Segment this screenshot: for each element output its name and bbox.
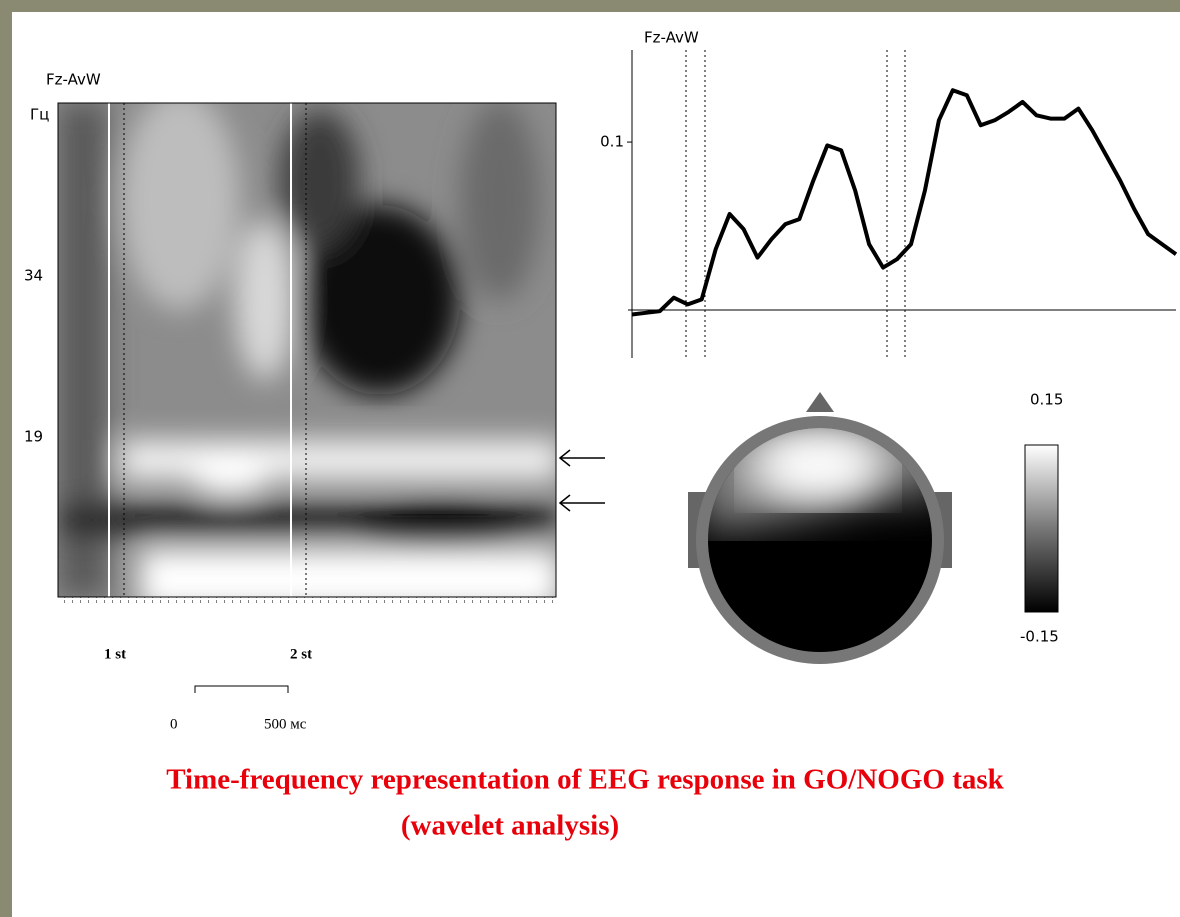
scale-label: 500 мс (264, 716, 307, 732)
event-markers (686, 50, 905, 358)
stimulus-label: 1 st (104, 646, 126, 662)
colorbar-min: -0.15 (1020, 628, 1059, 646)
topomap (688, 392, 952, 664)
page: Fz-AvW Гц 34 19 1 st 2 st 0 500 мс Fz (0, 0, 1180, 917)
scale-label: 0 (170, 716, 178, 732)
colorbar-max: 0.15 (1030, 391, 1063, 409)
colorbar (1025, 445, 1058, 612)
y-tick-label: 0.1 (600, 133, 624, 151)
time-ticks (58, 597, 556, 603)
stimulus-label: 2 st (290, 646, 312, 662)
figure: Fz-AvW Гц 34 19 1 st 2 st 0 500 мс Fz (0, 0, 1180, 917)
line-chart: 0.1 (600, 90, 1176, 314)
freq-label: 34 (24, 267, 43, 285)
freq-label: 19 (24, 428, 43, 446)
freq-label: Гц (30, 106, 49, 124)
chart-title: Fz-AvW (644, 29, 699, 47)
data-line (632, 90, 1176, 314)
caption: (wavelet analysis) (401, 810, 619, 842)
scale-bar (195, 686, 288, 693)
spectrogram-title: Fz-AvW (46, 71, 101, 89)
caption: Time-frequency representation of EEG res… (166, 764, 1004, 796)
spectrogram (58, 90, 560, 610)
arrows (560, 450, 605, 511)
